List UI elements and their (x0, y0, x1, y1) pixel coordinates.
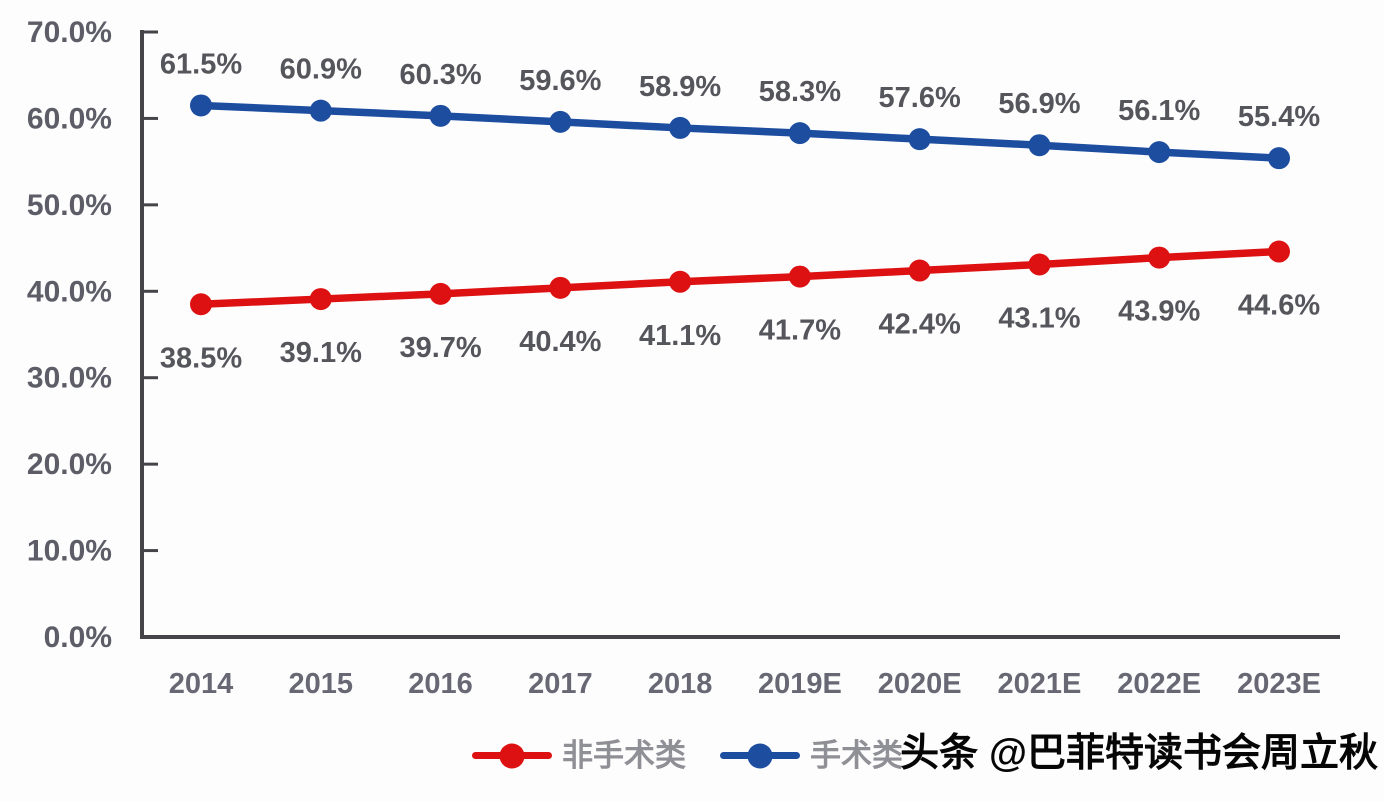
y-axis-tick-label: 50.0% (27, 189, 112, 222)
surgical-data-label: 57.6% (879, 82, 961, 114)
legend-label-non-surgical: 非手术类 (562, 738, 686, 773)
legend-marker-surgical (720, 741, 800, 771)
surgical-marker (1268, 147, 1290, 170)
surgical-data-label: 61.5% (160, 48, 242, 80)
y-axis-tick-label: 30.0% (27, 362, 112, 395)
surgical-marker (429, 104, 452, 127)
y-axis-tick-label: 60.0% (27, 102, 112, 135)
non-surgical-marker (429, 282, 452, 305)
x-axis-label: 2017 (528, 668, 593, 700)
surgical-data-label: 55.4% (1238, 101, 1320, 133)
x-axis-label: 2021E (998, 668, 1082, 700)
y-axis-tick-label: 0.0% (44, 621, 112, 654)
non-surgical-marker (190, 293, 212, 316)
legend-marker-non-surgical (472, 741, 552, 771)
x-axis-label: 2022E (1117, 668, 1201, 700)
y-axis-tick-label: 70.0% (27, 16, 112, 49)
x-axis-label: 2020E (878, 668, 962, 700)
surgical-marker (788, 122, 811, 145)
non-surgical-data-label: 38.5% (160, 342, 242, 374)
legend-dot-icon (499, 743, 525, 768)
surgical-data-label: 59.6% (519, 65, 601, 97)
surgical-marker (908, 128, 931, 151)
non-surgical-marker (908, 259, 931, 282)
surgical-data-label: 60.9% (280, 54, 362, 86)
non-surgical-data-label: 41.1% (639, 320, 721, 352)
non-surgical-marker (788, 265, 811, 288)
non-surgical-data-label: 43.9% (1118, 296, 1200, 328)
chart-legend: 非手术类 手术类 (472, 740, 903, 771)
non-surgical-marker (1028, 253, 1051, 276)
non-surgical-marker (1268, 240, 1290, 263)
non-surgical-data-label: 39.7% (399, 332, 481, 364)
y-axis-tick-label: 20.0% (27, 448, 112, 481)
surgical-data-label: 56.1% (1118, 95, 1200, 127)
surgical-data-label: 56.9% (998, 88, 1080, 120)
y-axis-tick-label: 40.0% (27, 275, 112, 308)
non-surgical-data-label: 43.1% (998, 302, 1080, 334)
surgical-marker (669, 116, 692, 139)
x-axis-label: 2015 (289, 668, 354, 700)
non-surgical-marker (309, 288, 332, 311)
surgical-marker (1148, 141, 1171, 164)
non-surgical-line (197, 247, 1283, 308)
non-surgical-marker (1148, 246, 1171, 269)
x-axis-label: 2014 (169, 668, 234, 700)
surgical-data-label: 58.3% (759, 76, 841, 108)
non-surgical-data-label: 41.7% (759, 315, 841, 347)
x-axis-label: 2018 (648, 668, 713, 700)
legend-item-surgical: 手术类 (720, 740, 903, 771)
non-surgical-data-label: 44.6% (1238, 290, 1320, 322)
non-surgical-data-label: 40.4% (519, 326, 601, 358)
surgical-marker (549, 110, 572, 133)
surgical-data-label: 58.9% (639, 71, 721, 103)
non-surgical-data-label: 42.4% (879, 309, 961, 341)
surgical-data-label: 60.3% (399, 59, 481, 91)
x-axis-label: 2016 (408, 668, 473, 700)
watermark-text: 头条 @巴菲特读书会周立秋 (900, 732, 1378, 775)
legend-label-surgical: 手术类 (810, 738, 903, 773)
x-axis-label: 2023E (1237, 668, 1321, 700)
y-axis-tick-label: 10.0% (27, 535, 112, 568)
surgical-marker (309, 99, 332, 122)
legend-item-non-surgical: 非手术类 (472, 740, 686, 771)
non-surgical-marker (669, 270, 692, 293)
non-surgical-marker (549, 276, 572, 299)
surgical-line (197, 101, 1283, 162)
surgical-marker (190, 94, 212, 117)
non-surgical-data-label: 39.1% (280, 337, 362, 369)
x-axis-label: 2019E (758, 668, 842, 700)
legend-dot-icon (747, 743, 773, 768)
surgical-marker (1028, 134, 1051, 157)
